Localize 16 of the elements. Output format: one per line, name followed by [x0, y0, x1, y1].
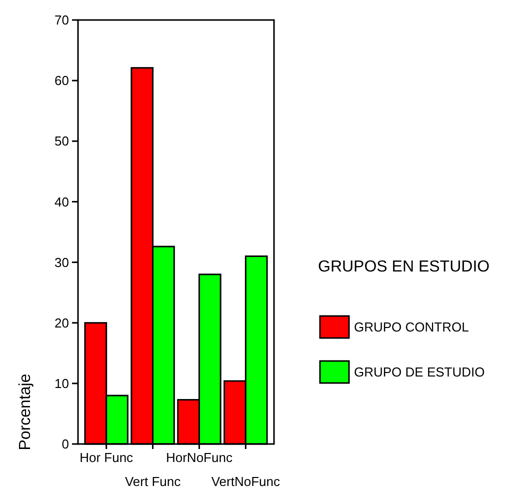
x-tick-label: VertNoFunc [211, 474, 280, 489]
y-axis-title: Porcentaje [17, 374, 34, 450]
x-tick-label: HorNoFunc [166, 450, 233, 465]
y-tick-label: 40 [54, 194, 69, 210]
y-tick-label: 70 [54, 12, 69, 28]
x-tick-label: Vert Func [124, 474, 182, 489]
legend-title: GRUPOS EN ESTUDIO [318, 258, 490, 276]
y-tick-label: 20 [54, 315, 69, 330]
x-tick-label: Hor Func [80, 450, 134, 465]
legend-label: GRUPO CONTROL [354, 320, 469, 335]
y-tick-label: 0 [62, 436, 69, 452]
y-tick-label: 30 [54, 254, 69, 270]
legend-label: GRUPO DE ESTUDIO [354, 364, 485, 380]
y-tick-label: 50 [54, 134, 69, 149]
y-tick-label: 10 [54, 376, 69, 391]
y-tick-label: 60 [54, 73, 69, 88]
